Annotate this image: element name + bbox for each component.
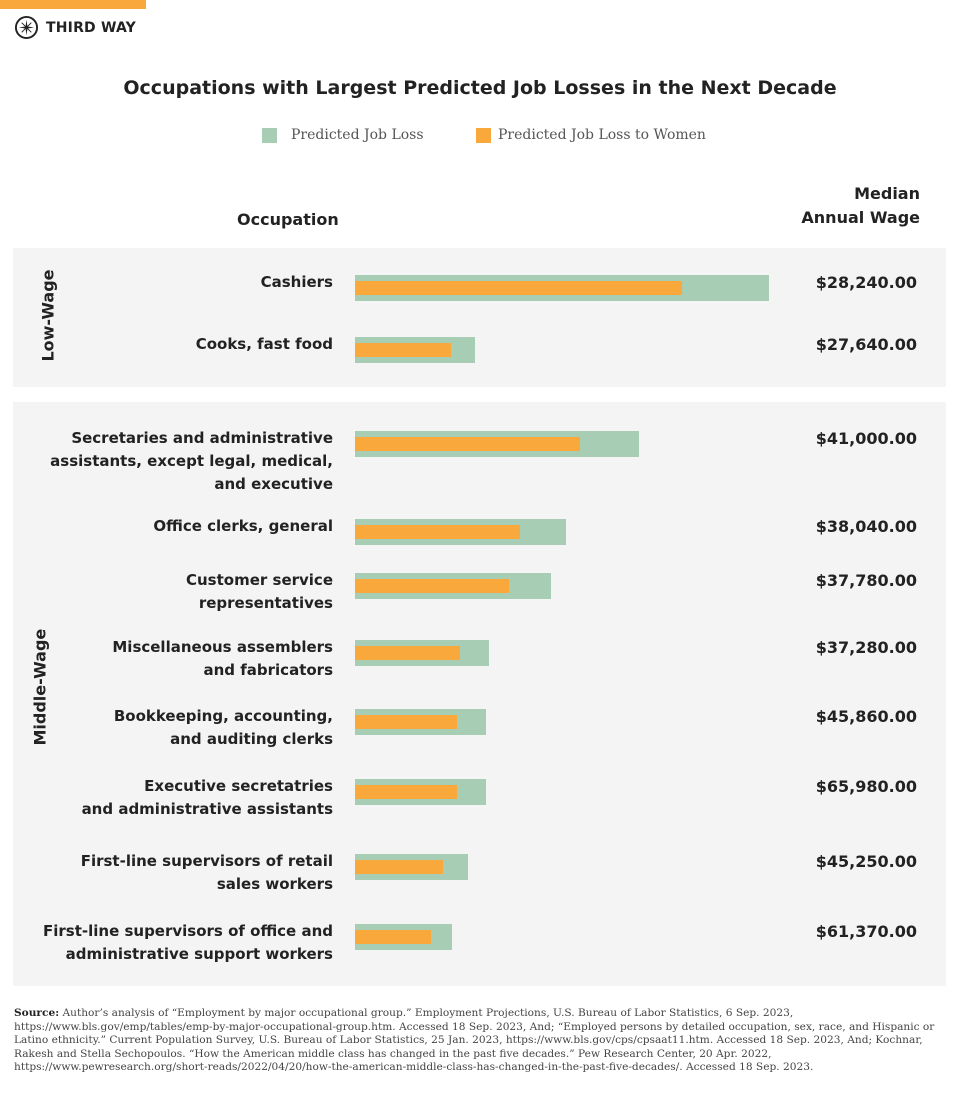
group-label-middle-wage: Middle-Wage bbox=[30, 628, 50, 746]
category-label: Executive secretatries and administrativ… bbox=[81, 777, 333, 818]
bar-job-loss-women bbox=[355, 930, 432, 944]
category-label: First-line supervisors of retail sales w… bbox=[80, 852, 333, 893]
bar-job-loss-women bbox=[355, 860, 443, 874]
bar-job-loss-women bbox=[355, 343, 451, 357]
category-label: Customer service representatives bbox=[186, 571, 333, 612]
logo-text: THIRD WAY bbox=[46, 19, 136, 36]
category-label: Bookkeeping, accounting, and auditing cl… bbox=[113, 707, 333, 748]
bar-job-loss-women bbox=[355, 525, 520, 539]
chart-title: Occupations with Largest Predicted Job L… bbox=[123, 77, 837, 99]
wage-header: Median Annual Wage bbox=[801, 182, 920, 230]
wage-value: $65,980.00 bbox=[815, 777, 917, 796]
source-text: Author’s analysis of “Employment by majo… bbox=[14, 1007, 935, 1073]
legend-label: Predicted Job Loss bbox=[291, 127, 424, 143]
group-label-low-wage: Low-Wage bbox=[38, 269, 58, 362]
logo: THIRD WAY bbox=[14, 15, 136, 40]
category-label: Cooks, fast food bbox=[195, 335, 333, 353]
group-panel-low-wage bbox=[13, 248, 946, 387]
bar-job-loss-women bbox=[355, 785, 457, 799]
legend-label: Predicted Job Loss to Women bbox=[498, 127, 706, 143]
wage-value: $61,370.00 bbox=[815, 922, 917, 941]
wage-value: $37,780.00 bbox=[815, 571, 917, 590]
legend-swatch-green bbox=[262, 127, 277, 143]
category-label: Miscellaneous assemblers and fabricators bbox=[112, 638, 333, 679]
bar-job-loss-women bbox=[355, 437, 580, 451]
wage-value: $41,000.00 bbox=[815, 429, 917, 448]
bar-job-loss-women bbox=[355, 715, 457, 729]
bar-job-loss-women bbox=[355, 579, 510, 593]
legend-item-job-loss: Predicted Job Loss bbox=[262, 127, 424, 143]
source-note: Source: Author’s analysis of “Employment… bbox=[14, 1007, 949, 1075]
wage-value: $27,640.00 bbox=[815, 335, 917, 354]
wage-value: $45,250.00 bbox=[815, 852, 917, 871]
compass-icon bbox=[14, 15, 39, 40]
group-panel-middle-wage bbox=[13, 402, 946, 986]
wage-header-line: Annual Wage bbox=[801, 208, 920, 227]
source-label: Source: bbox=[14, 1007, 60, 1019]
wage-header-line: Median bbox=[854, 184, 920, 203]
category-label: Secretaries and administrative assistant… bbox=[50, 429, 333, 493]
bar-job-loss-women bbox=[355, 646, 461, 660]
bar-job-loss-women bbox=[355, 281, 683, 295]
category-label: Cashiers bbox=[260, 273, 333, 291]
occupation-header: Occupation bbox=[237, 210, 339, 229]
legend-item-job-loss-women: Predicted Job Loss to Women bbox=[476, 127, 706, 143]
wage-value: $38,040.00 bbox=[815, 517, 917, 536]
category-label: Office clerks, general bbox=[153, 517, 333, 535]
category-label: First-line supervisors of office and adm… bbox=[43, 922, 333, 963]
legend-swatch-orange bbox=[476, 127, 491, 143]
accent-bar bbox=[0, 0, 146, 9]
wage-value: $45,860.00 bbox=[815, 707, 917, 726]
wage-value: $37,280.00 bbox=[815, 638, 917, 657]
wage-value: $28,240.00 bbox=[815, 273, 917, 292]
